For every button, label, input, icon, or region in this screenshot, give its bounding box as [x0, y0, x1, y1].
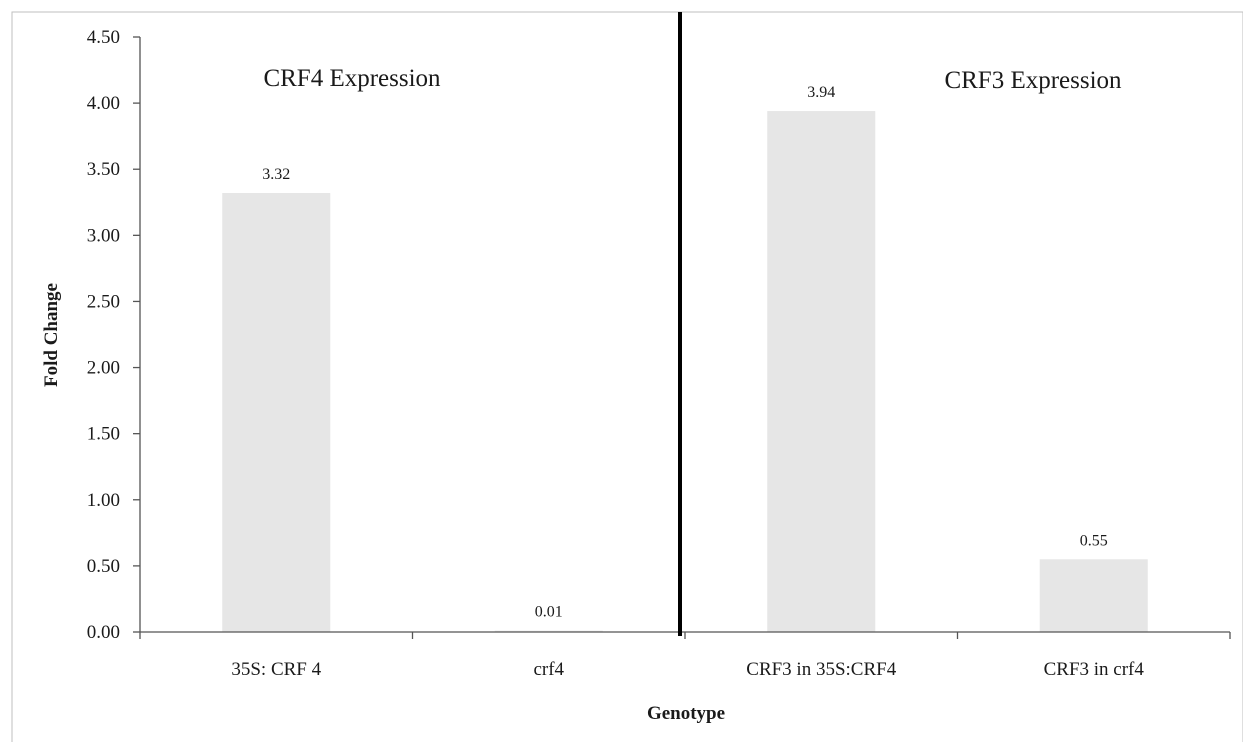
x-category-label: CRF3 in 35S:CRF4 [746, 659, 896, 680]
annotation-crf4-expression: CRF4 Expression [263, 65, 441, 92]
bar [494, 630, 603, 632]
y-tick-label: 3.50 [87, 159, 120, 180]
y-tick-label: 0.00 [87, 622, 120, 643]
y-tick-label: 0.50 [87, 556, 120, 577]
y-tick-label: 1.50 [87, 424, 120, 445]
y-axis-title: Fold Change [41, 283, 62, 387]
bars [222, 111, 1148, 633]
x-category-label: crf4 [533, 659, 564, 680]
x-axis-categories: 35S: CRF 4 crf4 CRF3 in 35S:CRF4 CRF3 in cr… [231, 659, 1144, 680]
bar [1039, 559, 1148, 632]
bar [222, 193, 331, 632]
y-tick-label: 2.00 [87, 358, 120, 379]
data-label: 0.01 [535, 604, 563, 621]
data-label: 3.32 [262, 166, 290, 183]
data-label: 3.94 [807, 84, 835, 101]
y-axis-ticks: 0.00 0.50 1.00 1.50 2.00 2.50 3.00 3.50 4.00 4.50 [87, 27, 1231, 643]
x-axis-title: Genotype [647, 703, 725, 724]
x-category-label: CRF3 in crf4 [1044, 659, 1145, 680]
y-tick-label: 2.50 [87, 291, 120, 312]
y-tick-label: 3.00 [87, 225, 120, 246]
y-tick-label: 4.00 [87, 93, 120, 114]
annotation-crf3-expression: CRF3 Expression [944, 67, 1122, 94]
chart-border [11, 11, 1243, 747]
data-label: 0.55 [1080, 532, 1108, 549]
x-category-label: 35S: CRF 4 [231, 659, 321, 680]
bar [767, 111, 876, 633]
y-tick-label: 4.50 [87, 27, 120, 48]
y-tick-label: 1.00 [87, 490, 120, 511]
data-labels: 3.32 0.01 3.94 0.55 [262, 84, 1108, 621]
